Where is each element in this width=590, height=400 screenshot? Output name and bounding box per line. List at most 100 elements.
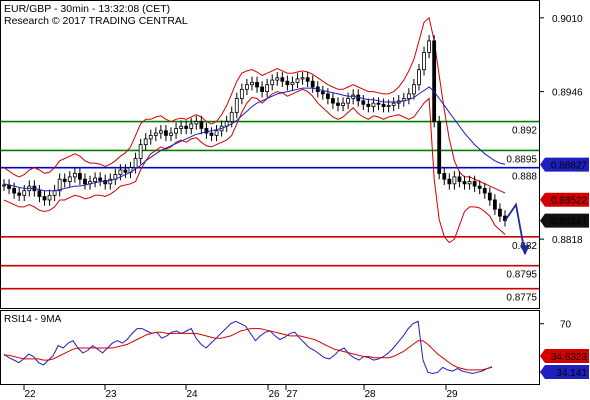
level-label: 0.8795 [506, 270, 537, 281]
candle-body [229, 111, 234, 122]
candle-body [341, 102, 345, 106]
candle-body [245, 84, 249, 90]
rsi-tag-rsi-ma-text: 34.6323 [551, 352, 588, 363]
candle-body [472, 181, 477, 187]
candle-body [386, 105, 391, 107]
candle-body [462, 181, 467, 185]
y-tick-label: 0.9010 [552, 14, 583, 25]
candle-body [2, 184, 6, 187]
level-label: 0.8895 [506, 154, 537, 165]
candle-body [158, 130, 163, 134]
candle-body [432, 40, 437, 122]
candle-body [234, 98, 239, 113]
candle-body [285, 80, 290, 86]
candle-body [108, 178, 113, 185]
candle-body [280, 77, 285, 82]
candle-body [442, 173, 447, 180]
rsi_ma-line [4, 328, 493, 371]
candle-body [482, 188, 487, 194]
rsi-tag-rsi: 34.141 [540, 365, 589, 379]
candle-body [42, 196, 47, 201]
level-label: 0.888 [512, 172, 537, 183]
candle-body [467, 181, 472, 185]
candle-body [320, 91, 325, 95]
price-panel-frame [0, 0, 540, 309]
price-tag-price-shape [540, 213, 589, 228]
price-tags: 0.88827 0.88522 0.88341 34.6323 34.141 [540, 157, 589, 379]
candle-body [133, 158, 138, 169]
candle-body [72, 173, 77, 178]
candle-body [239, 88, 244, 99]
candle-body [361, 100, 366, 105]
candles [2, 35, 507, 227]
x-tick-label: 29 [446, 389, 458, 400]
forecast-path [504, 202, 526, 255]
candle-body [270, 79, 275, 86]
candle-body [406, 93, 411, 99]
candle-body [452, 176, 457, 185]
forecast-arrow [504, 202, 530, 256]
candle-body [391, 102, 396, 106]
candle-body [325, 93, 330, 99]
moving-average-line [3, 86, 506, 192]
candle-body [275, 77, 280, 81]
candle-body [498, 208, 502, 217]
candle-body [22, 190, 27, 196]
candle-body [138, 144, 143, 159]
candle-body [78, 173, 82, 180]
candle-body [209, 132, 214, 136]
bollinger-lower [3, 88, 506, 244]
candle-body [412, 84, 416, 95]
candle-body [255, 81, 259, 88]
candle-body [457, 176, 462, 182]
candle-body [179, 125, 184, 129]
candle-body [265, 84, 270, 93]
candle-body [305, 77, 310, 82]
candle-body [290, 81, 295, 86]
candle-body [204, 128, 209, 134]
candle-body [310, 80, 315, 88]
bollinger-upper [3, 16, 506, 194]
candle-body [148, 135, 153, 140]
candle-body [62, 178, 67, 182]
candle-body [83, 178, 87, 185]
candle-body [118, 169, 123, 175]
candle-body [194, 121, 199, 125]
x-tick-label: 24 [186, 389, 198, 400]
candle-body [346, 98, 351, 104]
price-tag-moving-average-shape [540, 157, 589, 172]
rsi-tag-rsi-ma: 34.6323 [540, 349, 589, 363]
candle-body [98, 177, 103, 181]
candle-body [331, 98, 335, 104]
candle-body [295, 78, 300, 83]
candle-body [184, 125, 189, 129]
candle-body [300, 77, 305, 80]
candle-body [12, 188, 17, 194]
candle-body [376, 102, 381, 105]
x-tick-label: 27 [286, 389, 298, 400]
candle-body [189, 123, 194, 129]
y-tick-label: 0.8818 [552, 235, 583, 246]
rsi-panel-frame [0, 310, 540, 385]
moving-average [3, 86, 506, 192]
candle-body [47, 194, 52, 201]
candle-body [336, 102, 340, 106]
chart-subtitle: Research © 2017 TRADING CENTRAL [4, 15, 188, 27]
forecast-arrowhead [520, 245, 530, 256]
candle-body [437, 121, 442, 174]
level-label: 0.8775 [506, 293, 537, 304]
price-tag-price-text: 0.88341 [551, 217, 588, 228]
price-tag-bollinger: 0.88522 [540, 192, 589, 207]
chart-title: EUR/GBP - 30min - 13:32:08 (CET) [4, 3, 170, 15]
candle-body [417, 69, 421, 86]
bollinger-bands [3, 16, 506, 244]
candle-body [214, 130, 219, 136]
candle-body [477, 185, 482, 189]
candle-body [260, 86, 264, 93]
candle-body [427, 40, 431, 53]
candle-body [52, 190, 57, 196]
x-tick-label: 26 [268, 389, 280, 400]
candle-body [487, 192, 492, 201]
